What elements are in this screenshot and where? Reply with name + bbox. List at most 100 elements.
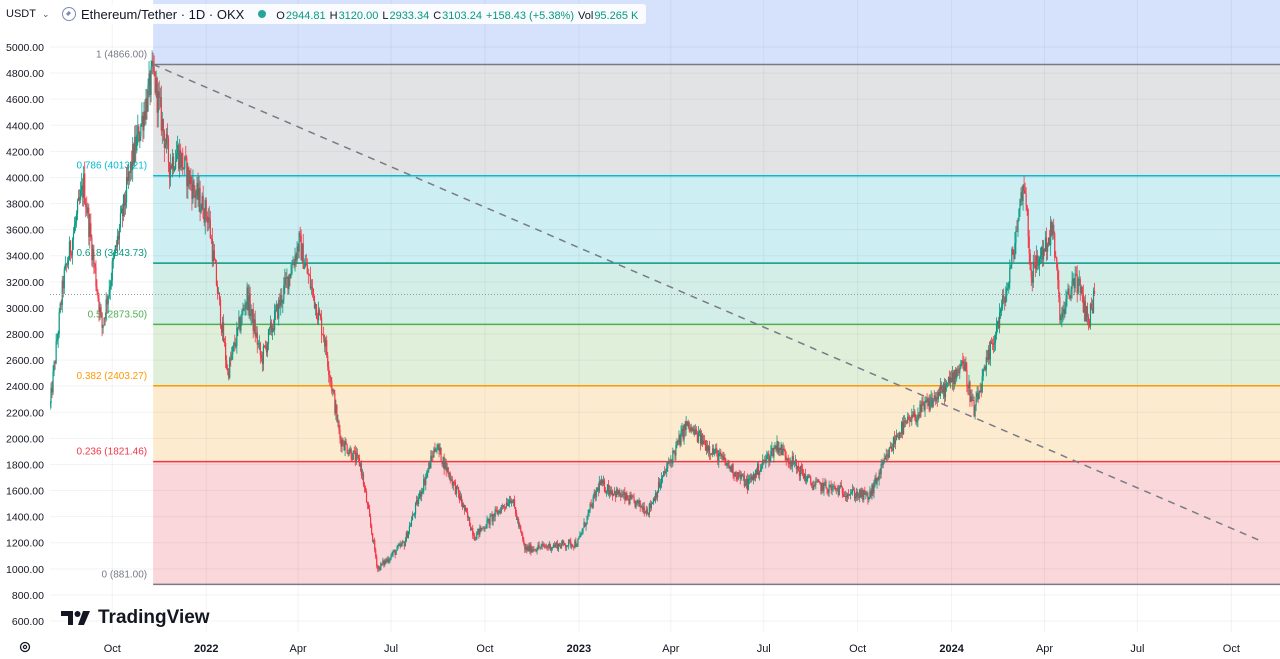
candle-body <box>732 464 734 476</box>
tradingview-logo[interactable]: TradingView <box>60 606 210 630</box>
candle-body <box>135 136 137 151</box>
candle-body <box>963 364 965 371</box>
candle-body <box>367 504 370 509</box>
candle-body <box>83 173 85 198</box>
candle-body <box>240 322 242 331</box>
candle-body <box>234 342 236 346</box>
candle-body <box>870 490 872 496</box>
symbol-legend[interactable]: Ethereum/Tether · 1D · OKX O2944.81 H3120… <box>58 4 647 24</box>
candle-body <box>509 500 512 504</box>
candle-body <box>235 345 237 347</box>
candle-body <box>882 461 884 466</box>
candle-body <box>77 197 80 201</box>
candle-body <box>471 527 473 531</box>
candle-body <box>244 308 246 310</box>
candle-body <box>89 223 91 237</box>
candle-body <box>441 461 443 465</box>
candle-body <box>851 489 854 494</box>
candle-body <box>185 156 187 158</box>
candle-body <box>862 489 864 500</box>
candle-body <box>980 390 982 393</box>
candle-body <box>403 542 405 547</box>
candle-body <box>171 156 174 169</box>
candle-body <box>602 480 605 484</box>
candle-body <box>1064 309 1066 315</box>
candle-body <box>964 361 966 371</box>
fib-zone <box>153 324 1280 386</box>
candle-body <box>868 497 870 500</box>
candle-body <box>1058 279 1060 297</box>
candle-body <box>724 457 726 462</box>
candle-body <box>785 456 787 461</box>
x-tick-label: Oct <box>476 643 493 655</box>
candle-body <box>596 487 598 491</box>
candle-body <box>645 509 647 514</box>
candle-body <box>496 510 498 515</box>
candle-body <box>636 499 638 502</box>
candle-body <box>1044 237 1047 252</box>
candle-body <box>350 449 352 459</box>
candle-body <box>550 547 552 551</box>
candle-body <box>559 545 562 548</box>
candle-body <box>141 115 143 125</box>
ethereum-icon <box>62 7 76 21</box>
candle-body <box>177 145 179 154</box>
candle-body <box>1085 306 1087 322</box>
candle-body <box>422 491 424 493</box>
candle-body <box>568 540 570 546</box>
candle-body <box>497 510 499 515</box>
candle-body <box>210 237 212 239</box>
x-tick-label: Oct <box>1223 643 1240 655</box>
candle-body <box>684 424 686 431</box>
candle-body <box>982 369 984 377</box>
candle-body <box>737 472 739 480</box>
candle-body <box>959 367 961 374</box>
candle-body <box>117 235 120 240</box>
candle-body <box>228 370 230 378</box>
candle-body <box>465 508 468 512</box>
fib-level-label: 0.786 (4013.21) <box>77 161 148 172</box>
candle-body <box>842 493 844 497</box>
candle-body <box>849 493 852 495</box>
candle-body <box>957 369 959 372</box>
gear-icon[interactable] <box>18 640 32 654</box>
candle-body <box>1081 286 1083 295</box>
candle-body <box>850 493 853 494</box>
candle-body <box>548 543 550 548</box>
candle-body <box>763 459 765 461</box>
candle-body <box>72 233 75 240</box>
candle-body <box>932 398 934 407</box>
candle-body <box>447 467 449 475</box>
candle-body <box>916 420 918 422</box>
candle-body <box>149 73 151 95</box>
candle-body <box>1093 290 1096 295</box>
candle-body <box>304 263 306 267</box>
candle-body <box>522 535 524 540</box>
candle-body <box>164 144 166 148</box>
candle-body <box>366 502 369 505</box>
candle-body <box>1068 288 1070 297</box>
candle-body <box>188 167 190 185</box>
candle-body <box>296 246 298 261</box>
candle-body <box>134 136 136 163</box>
candle-body <box>592 496 594 508</box>
candle-body <box>789 461 791 464</box>
candle-body <box>879 472 881 475</box>
candle-body <box>699 431 702 444</box>
candle-body <box>949 377 952 384</box>
candle-body <box>1057 267 1059 280</box>
candle-body <box>508 500 511 504</box>
candle-body <box>531 549 533 553</box>
candle-body <box>808 475 810 477</box>
candle-body <box>515 507 517 514</box>
candle-body <box>706 445 709 452</box>
candle-body <box>983 366 985 370</box>
x-tick-label: Apr <box>662 643 679 655</box>
y-tick-label: 1000.00 <box>6 564 44 576</box>
candle-body <box>685 421 687 431</box>
candle-body <box>535 550 537 552</box>
candle-body <box>875 477 877 484</box>
currency-selector[interactable]: USDT ⌄ <box>4 6 52 22</box>
candle-body <box>671 459 673 464</box>
